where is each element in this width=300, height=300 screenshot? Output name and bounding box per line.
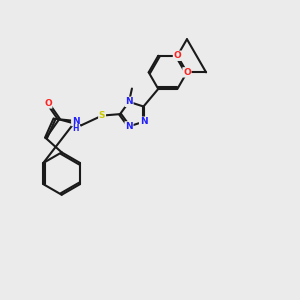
Text: O: O [183, 68, 191, 77]
Text: N: N [125, 122, 133, 131]
Text: N: N [125, 97, 133, 106]
Text: N: N [72, 116, 80, 125]
Text: N: N [140, 117, 147, 126]
Text: O: O [173, 51, 181, 60]
Text: H: H [72, 124, 79, 133]
Text: O: O [44, 99, 52, 108]
Text: S: S [99, 111, 105, 120]
